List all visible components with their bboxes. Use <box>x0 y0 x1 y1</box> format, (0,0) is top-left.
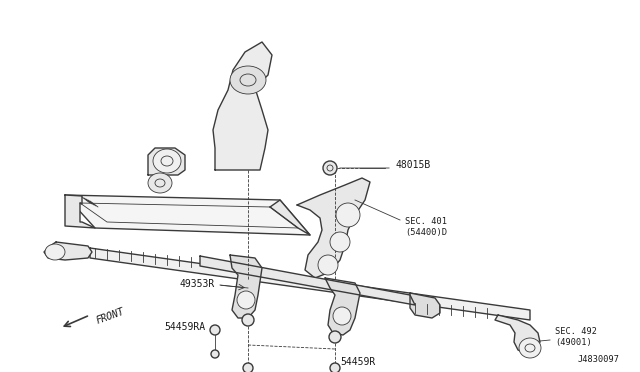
Text: (54400)D: (54400)D <box>405 228 447 237</box>
Text: 54459RA: 54459RA <box>164 322 205 332</box>
Text: 49353R: 49353R <box>180 279 215 289</box>
Ellipse shape <box>242 314 254 326</box>
Text: SEC. 492: SEC. 492 <box>555 327 597 337</box>
Ellipse shape <box>237 291 255 309</box>
Polygon shape <box>65 195 95 228</box>
Ellipse shape <box>148 173 172 193</box>
Text: SEC. 401: SEC. 401 <box>405 218 447 227</box>
Polygon shape <box>90 248 530 320</box>
Polygon shape <box>65 195 310 235</box>
Polygon shape <box>297 178 370 278</box>
Text: J4830097: J4830097 <box>578 356 620 365</box>
Ellipse shape <box>45 244 65 260</box>
Text: 48015B: 48015B <box>395 160 430 170</box>
Ellipse shape <box>230 66 266 94</box>
Ellipse shape <box>329 331 341 343</box>
Ellipse shape <box>336 203 360 227</box>
Polygon shape <box>410 293 440 318</box>
Polygon shape <box>270 200 310 235</box>
Polygon shape <box>44 242 92 260</box>
Ellipse shape <box>330 232 350 252</box>
Text: (49001): (49001) <box>555 337 592 346</box>
Ellipse shape <box>333 307 351 325</box>
Polygon shape <box>213 42 272 170</box>
Ellipse shape <box>519 338 541 358</box>
Polygon shape <box>200 256 415 305</box>
Ellipse shape <box>323 161 337 175</box>
Polygon shape <box>148 148 185 175</box>
Ellipse shape <box>210 325 220 335</box>
Text: 54459R: 54459R <box>340 357 375 367</box>
Polygon shape <box>325 278 360 335</box>
Ellipse shape <box>318 255 338 275</box>
Text: FRONT: FRONT <box>95 306 126 326</box>
Ellipse shape <box>330 363 340 372</box>
Ellipse shape <box>211 350 219 358</box>
Polygon shape <box>495 315 540 354</box>
Ellipse shape <box>153 149 181 173</box>
Polygon shape <box>230 255 262 318</box>
Ellipse shape <box>243 363 253 372</box>
